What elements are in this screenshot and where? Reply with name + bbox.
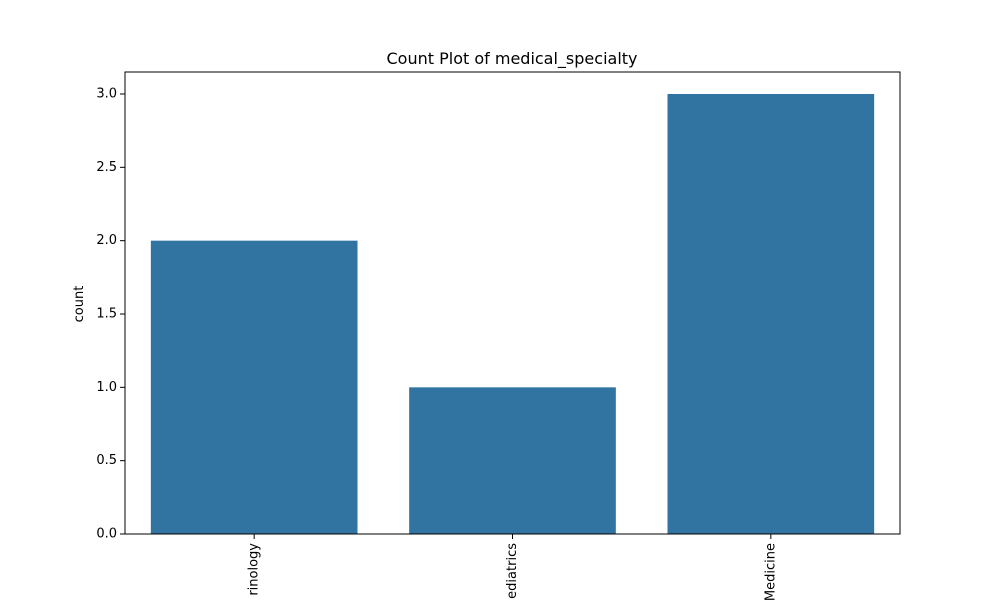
bar-2 (667, 94, 875, 534)
chart-title: Count Plot of medical_specialty (387, 49, 638, 69)
bar-1 (409, 387, 616, 534)
y-axis-ticks: 0.0 0.5 1.0 1.5 2.0 2.5 3.0 (96, 87, 125, 542)
y-tick-label-6: 3.0 (96, 87, 117, 102)
y-tick-label-1: 0.5 (96, 453, 117, 468)
x-tick-label-1: ediatrics (505, 543, 520, 599)
plot-area-frame (124, 71, 901, 535)
y-tick-label-4: 2.0 (96, 233, 117, 248)
y-tick-label-0: 0.0 (96, 527, 117, 542)
bars-group (150, 94, 875, 534)
x-tick-label-0: rinology (247, 543, 262, 596)
x-axis-ticks: rinology ediatrics Medicine (247, 534, 778, 600)
bar-0 (150, 240, 358, 534)
y-tick-label-2: 1.0 (96, 380, 117, 395)
x-tick-label-2: Medicine (763, 543, 778, 600)
y-tick-label-3: 1.5 (96, 307, 117, 322)
y-tick-label-5: 2.5 (96, 160, 117, 175)
y-axis-label: count (72, 286, 87, 323)
